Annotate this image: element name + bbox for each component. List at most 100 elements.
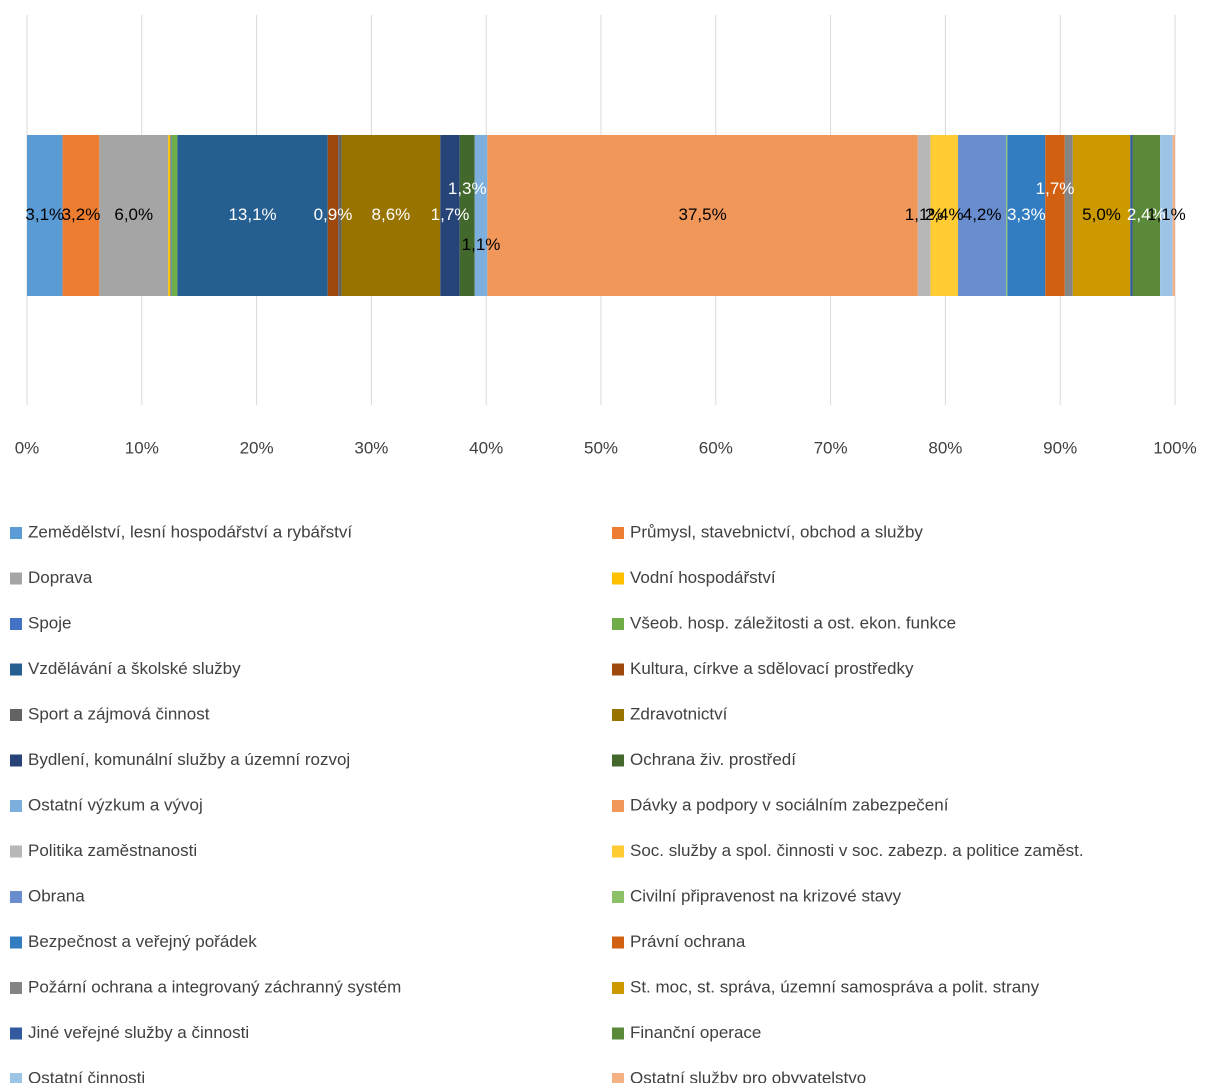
legend-swatch [10,891,22,903]
bar-segment [327,135,339,296]
legend-label: Průmysl, stavebnictví, obchod a služby [630,522,923,541]
legend-swatch [10,800,22,812]
bar-segment [1045,135,1065,296]
legend-swatch [612,663,624,676]
legend-swatch [10,527,22,539]
bar-segment [917,135,931,296]
legend-swatch [10,936,22,949]
x-tick-label: 50% [584,438,618,457]
legend-label: Ostatní služby pro obyvatelstvo [630,1068,866,1083]
legend-swatch [612,982,624,994]
bar-segment [171,135,178,296]
legend-swatch [10,709,22,721]
bar-segment [930,135,959,296]
bar-segment [474,135,488,296]
bar-segment [341,135,441,296]
legend-label: St. moc, st. správa, územní samospráva a… [630,977,1040,996]
bar-segment [958,135,1007,296]
legend-swatch [10,845,22,858]
legend-label: Všeob. hosp. záležitosti a ost. ekon. fu… [630,613,956,632]
legend-swatch [612,936,624,949]
bar-segment [27,135,63,296]
x-tick-label: 40% [469,438,503,457]
bar-segment [487,135,918,296]
legend-swatch [10,1073,22,1085]
data-label: 1,1% [1147,205,1186,224]
data-label: 4,2% [963,205,1002,224]
bar-segment [1130,135,1133,296]
x-tick-label: 30% [354,438,388,457]
legend-label: Doprava [28,568,93,587]
legend-label: Dávky a podpory v sociálním zabezpečení [630,795,949,814]
bar-segment [1007,135,1046,296]
legend-label: Ostatní činnosti [28,1068,145,1083]
legend-swatch [10,572,22,585]
legend-label: Bydlení, komunální služby a územní rozvo… [28,750,350,769]
legend-swatch [612,572,624,585]
legend-swatch [612,1027,624,1040]
data-label: 37,5% [678,205,726,224]
legend-swatch [10,618,22,630]
x-tick-label: 0% [15,438,40,457]
legend-swatch [10,663,22,676]
data-label: 2,4% [1127,205,1166,224]
bar-segment [62,135,100,296]
legend-label: Finanční operace [630,1023,761,1042]
x-tick-label: 80% [928,438,962,457]
x-tick-label: 90% [1043,438,1077,457]
x-tick-label: 10% [125,438,159,457]
bar-segment [168,135,171,296]
data-label: 1,3% [448,179,487,198]
legend-label: Kultura, církve a sdělovací prostředky [630,659,914,678]
legend-swatch [612,1073,624,1085]
data-label: 13,1% [228,205,276,224]
legend-label: Civilní připravenost na krizové stavy [630,886,902,905]
legend-swatch [10,754,22,767]
legend-swatch [612,527,624,539]
bar-segment [99,135,169,296]
data-label: 3,2% [62,205,101,224]
data-label: 1,7% [431,205,470,224]
data-label: 8,6% [372,205,411,224]
legend-label: Jiné veřejné služby a činnosti [28,1023,249,1042]
legend-swatch [612,845,624,858]
legend-label: Vzdělávání a školské služby [28,659,241,678]
bar-segment [177,135,328,296]
bar-segment [338,135,342,296]
legend-label: Právní ochrana [630,932,746,951]
bar-segment [440,135,460,296]
bar-segment [1132,135,1161,296]
legend-label: Politika zaměstnanosti [28,841,197,860]
bar-segment [1072,135,1131,296]
bar-segment [1006,135,1008,296]
bar-segment [459,135,475,296]
legend-label: Sport a zájmová činnost [28,704,210,723]
legend-label: Spoje [28,613,71,632]
legend-swatch [612,800,624,812]
legend-swatch [612,618,624,630]
data-label: 2,4% [925,205,964,224]
legend-swatch [10,1027,22,1040]
legend-label: Vodní hospodářství [630,568,776,587]
bar-segment [1064,135,1073,296]
legend-label: Soc. služby a spol. činnosti v soc. zabe… [630,841,1084,860]
data-label: 1,7% [1036,179,1075,198]
x-tick-label: 70% [814,438,848,457]
legend-swatch [612,754,624,767]
legend-swatch [10,982,22,994]
bar-segment [1172,135,1175,296]
data-label: 6,0% [114,205,153,224]
x-tick-label: 100% [1153,438,1196,457]
legend-swatch [612,891,624,903]
data-label: 1,1% [462,235,501,254]
legend-label: Zemědělství, lesní hospodářství a rybářs… [28,522,352,541]
legend-swatch [612,709,624,721]
data-label: 1,1% [905,205,944,224]
legend-label: Ochrana živ. prostředí [630,750,796,769]
legend-label: Požární ochrana a integrovaný záchranný … [28,977,401,996]
legend-label: Bezpečnost a veřejný pořádek [28,932,257,951]
bar-segment [170,135,172,296]
data-label: 5,0% [1082,205,1121,224]
